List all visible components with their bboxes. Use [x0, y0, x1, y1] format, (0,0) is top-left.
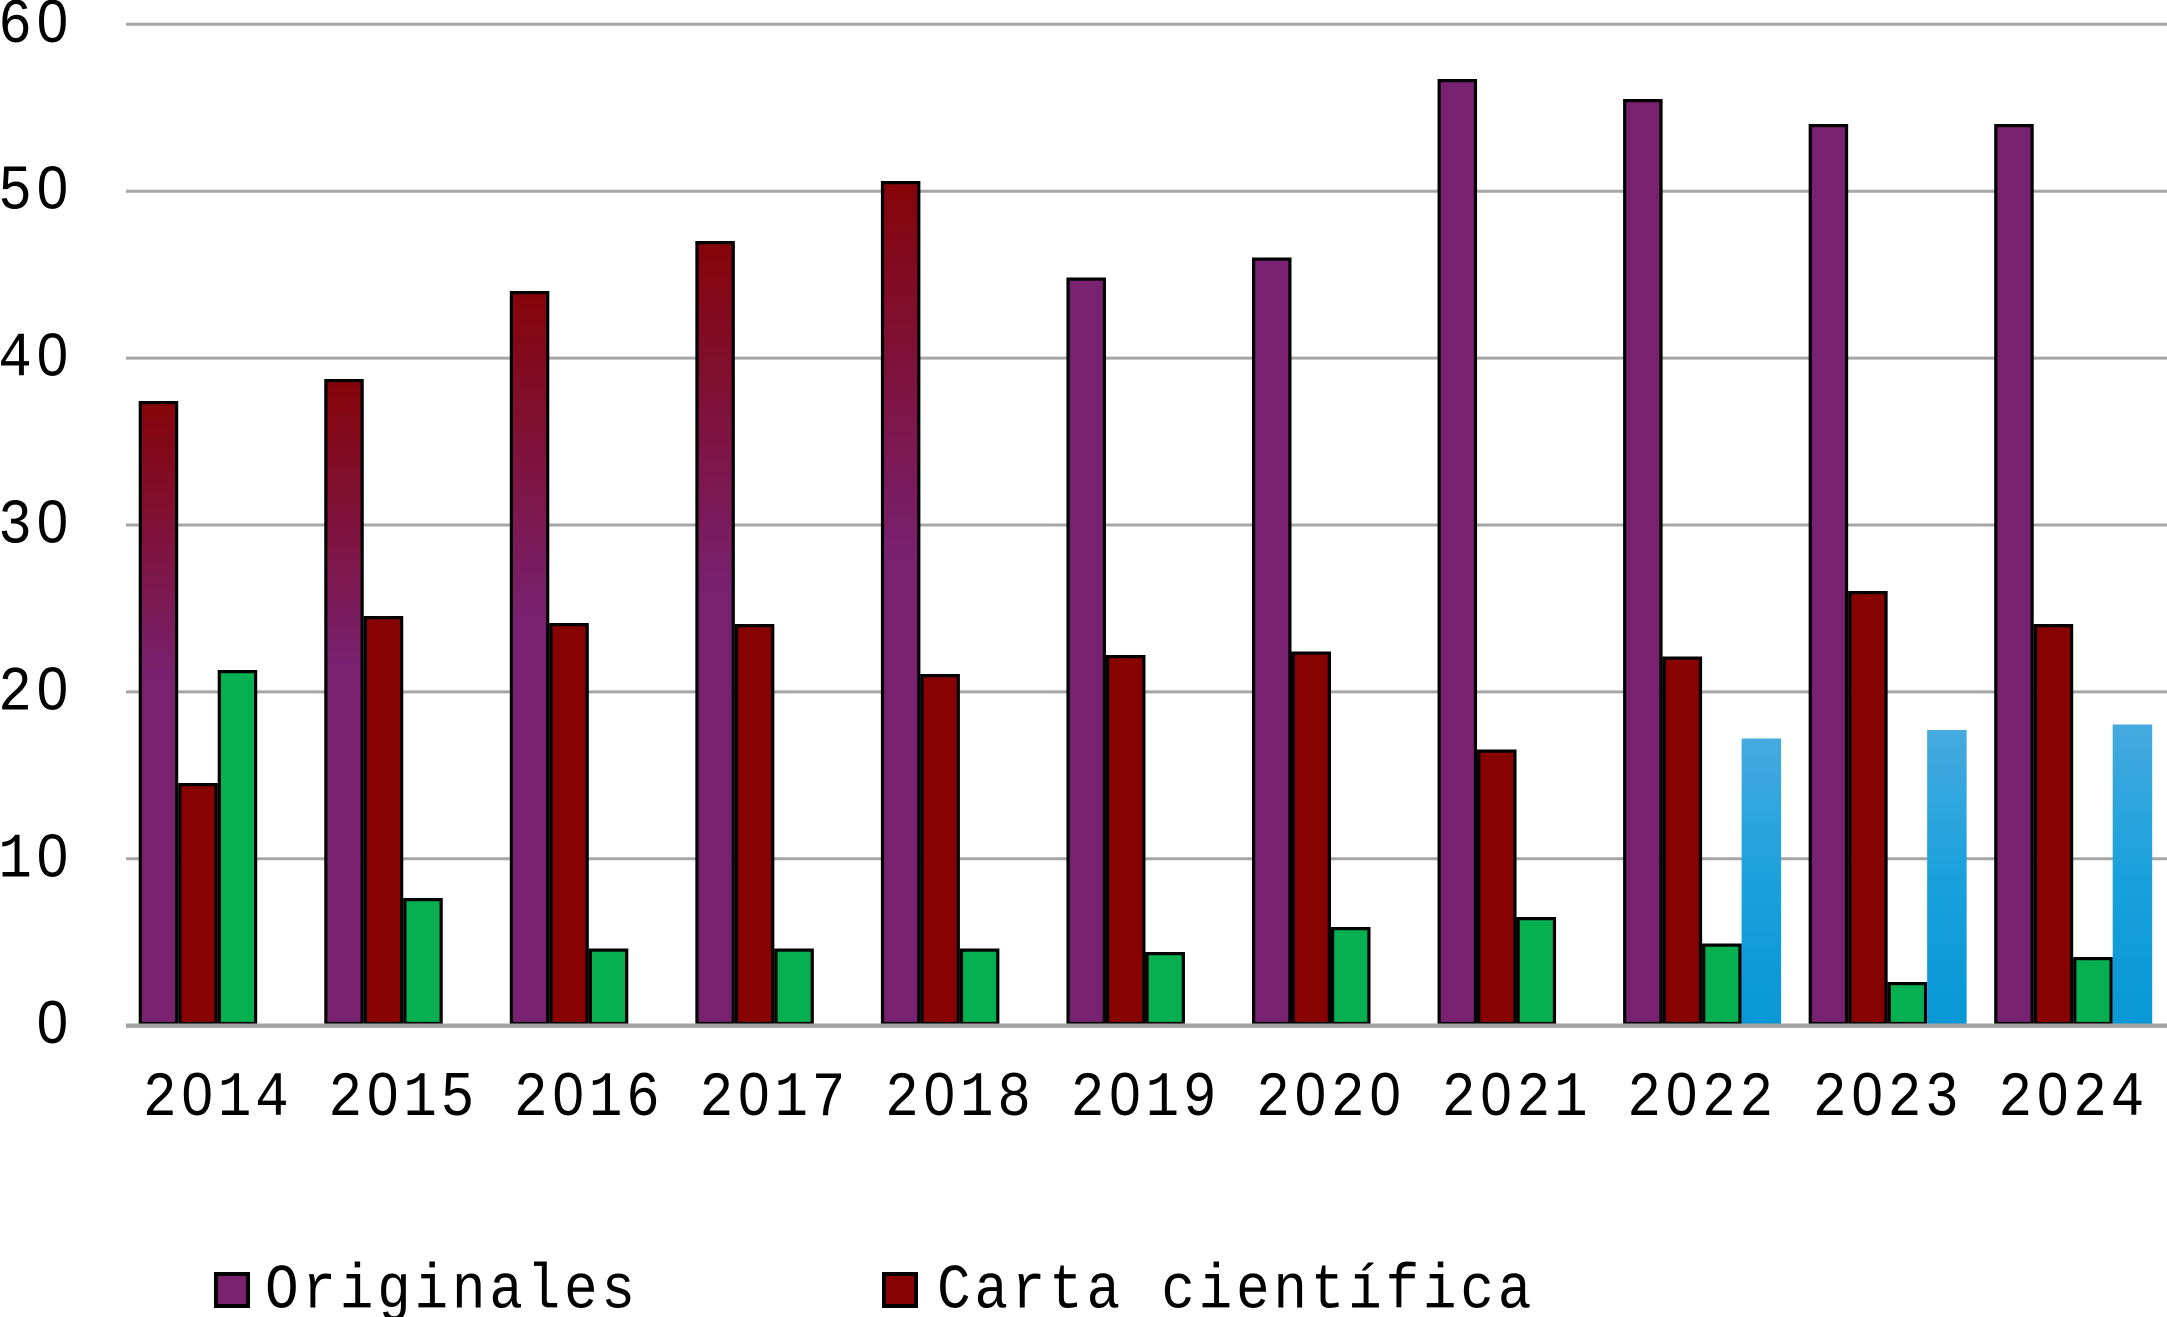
svg-text:2016: 2016 — [514, 1062, 664, 1134]
svg-text:2015: 2015 — [328, 1062, 478, 1134]
svg-text:20: 20 — [0, 657, 73, 729]
svg-text:40: 40 — [0, 323, 73, 395]
svg-text:2017: 2017 — [700, 1062, 850, 1134]
svg-text:30: 30 — [0, 490, 73, 562]
svg-text:50: 50 — [0, 156, 73, 228]
svg-text:Originales: Originales — [265, 1255, 639, 1317]
svg-text:2022: 2022 — [1627, 1062, 1777, 1134]
svg-text:2024: 2024 — [1998, 1062, 2148, 1134]
svg-text:2023: 2023 — [1813, 1062, 1963, 1134]
svg-text:2019: 2019 — [1071, 1062, 1221, 1134]
svg-text:10: 10 — [0, 823, 73, 895]
svg-text:2014: 2014 — [143, 1062, 293, 1134]
svg-text:2021: 2021 — [1442, 1062, 1592, 1134]
svg-text:60: 60 — [0, 0, 73, 61]
svg-text:2018: 2018 — [885, 1062, 1035, 1134]
svg-text:Carta científica: Carta científica — [937, 1255, 1535, 1317]
svg-text:2020: 2020 — [1256, 1062, 1406, 1134]
